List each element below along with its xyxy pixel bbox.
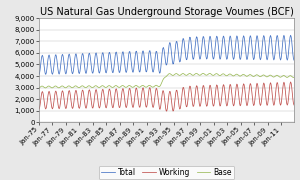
- Legend: Total, Working, Base: Total, Working, Base: [99, 166, 234, 179]
- Total: [252, 57, 256, 60]
- Working: [165, 110, 169, 112]
- Base: [253, 75, 256, 77]
- Working: [172, 110, 175, 112]
- Base: [266, 76, 269, 78]
- Base: [167, 73, 170, 75]
- Total: [265, 59, 269, 61]
- Line: Base: Base: [39, 73, 294, 88]
- Working: [37, 108, 41, 110]
- Total: [162, 48, 166, 51]
- Working: [253, 100, 256, 102]
- Base: [162, 77, 166, 79]
- Total: [167, 49, 170, 51]
- Working: [289, 81, 292, 83]
- Working: [162, 93, 166, 95]
- Base: [171, 74, 175, 76]
- Title: US Natural Gas Underground Storage Voumes (BCF): US Natural Gas Underground Storage Voume…: [40, 7, 293, 17]
- Line: Working: Working: [39, 82, 294, 111]
- Total: [292, 59, 296, 61]
- Base: [37, 87, 41, 89]
- Total: [171, 63, 175, 65]
- Total: [149, 57, 153, 59]
- Base: [292, 76, 296, 79]
- Working: [292, 104, 296, 106]
- Base: [149, 85, 153, 87]
- Line: Total: Total: [39, 35, 294, 75]
- Base: [201, 72, 205, 75]
- Working: [167, 93, 171, 95]
- Working: [266, 103, 269, 105]
- Working: [149, 93, 153, 96]
- Total: [289, 34, 292, 36]
- Total: [37, 73, 41, 76]
